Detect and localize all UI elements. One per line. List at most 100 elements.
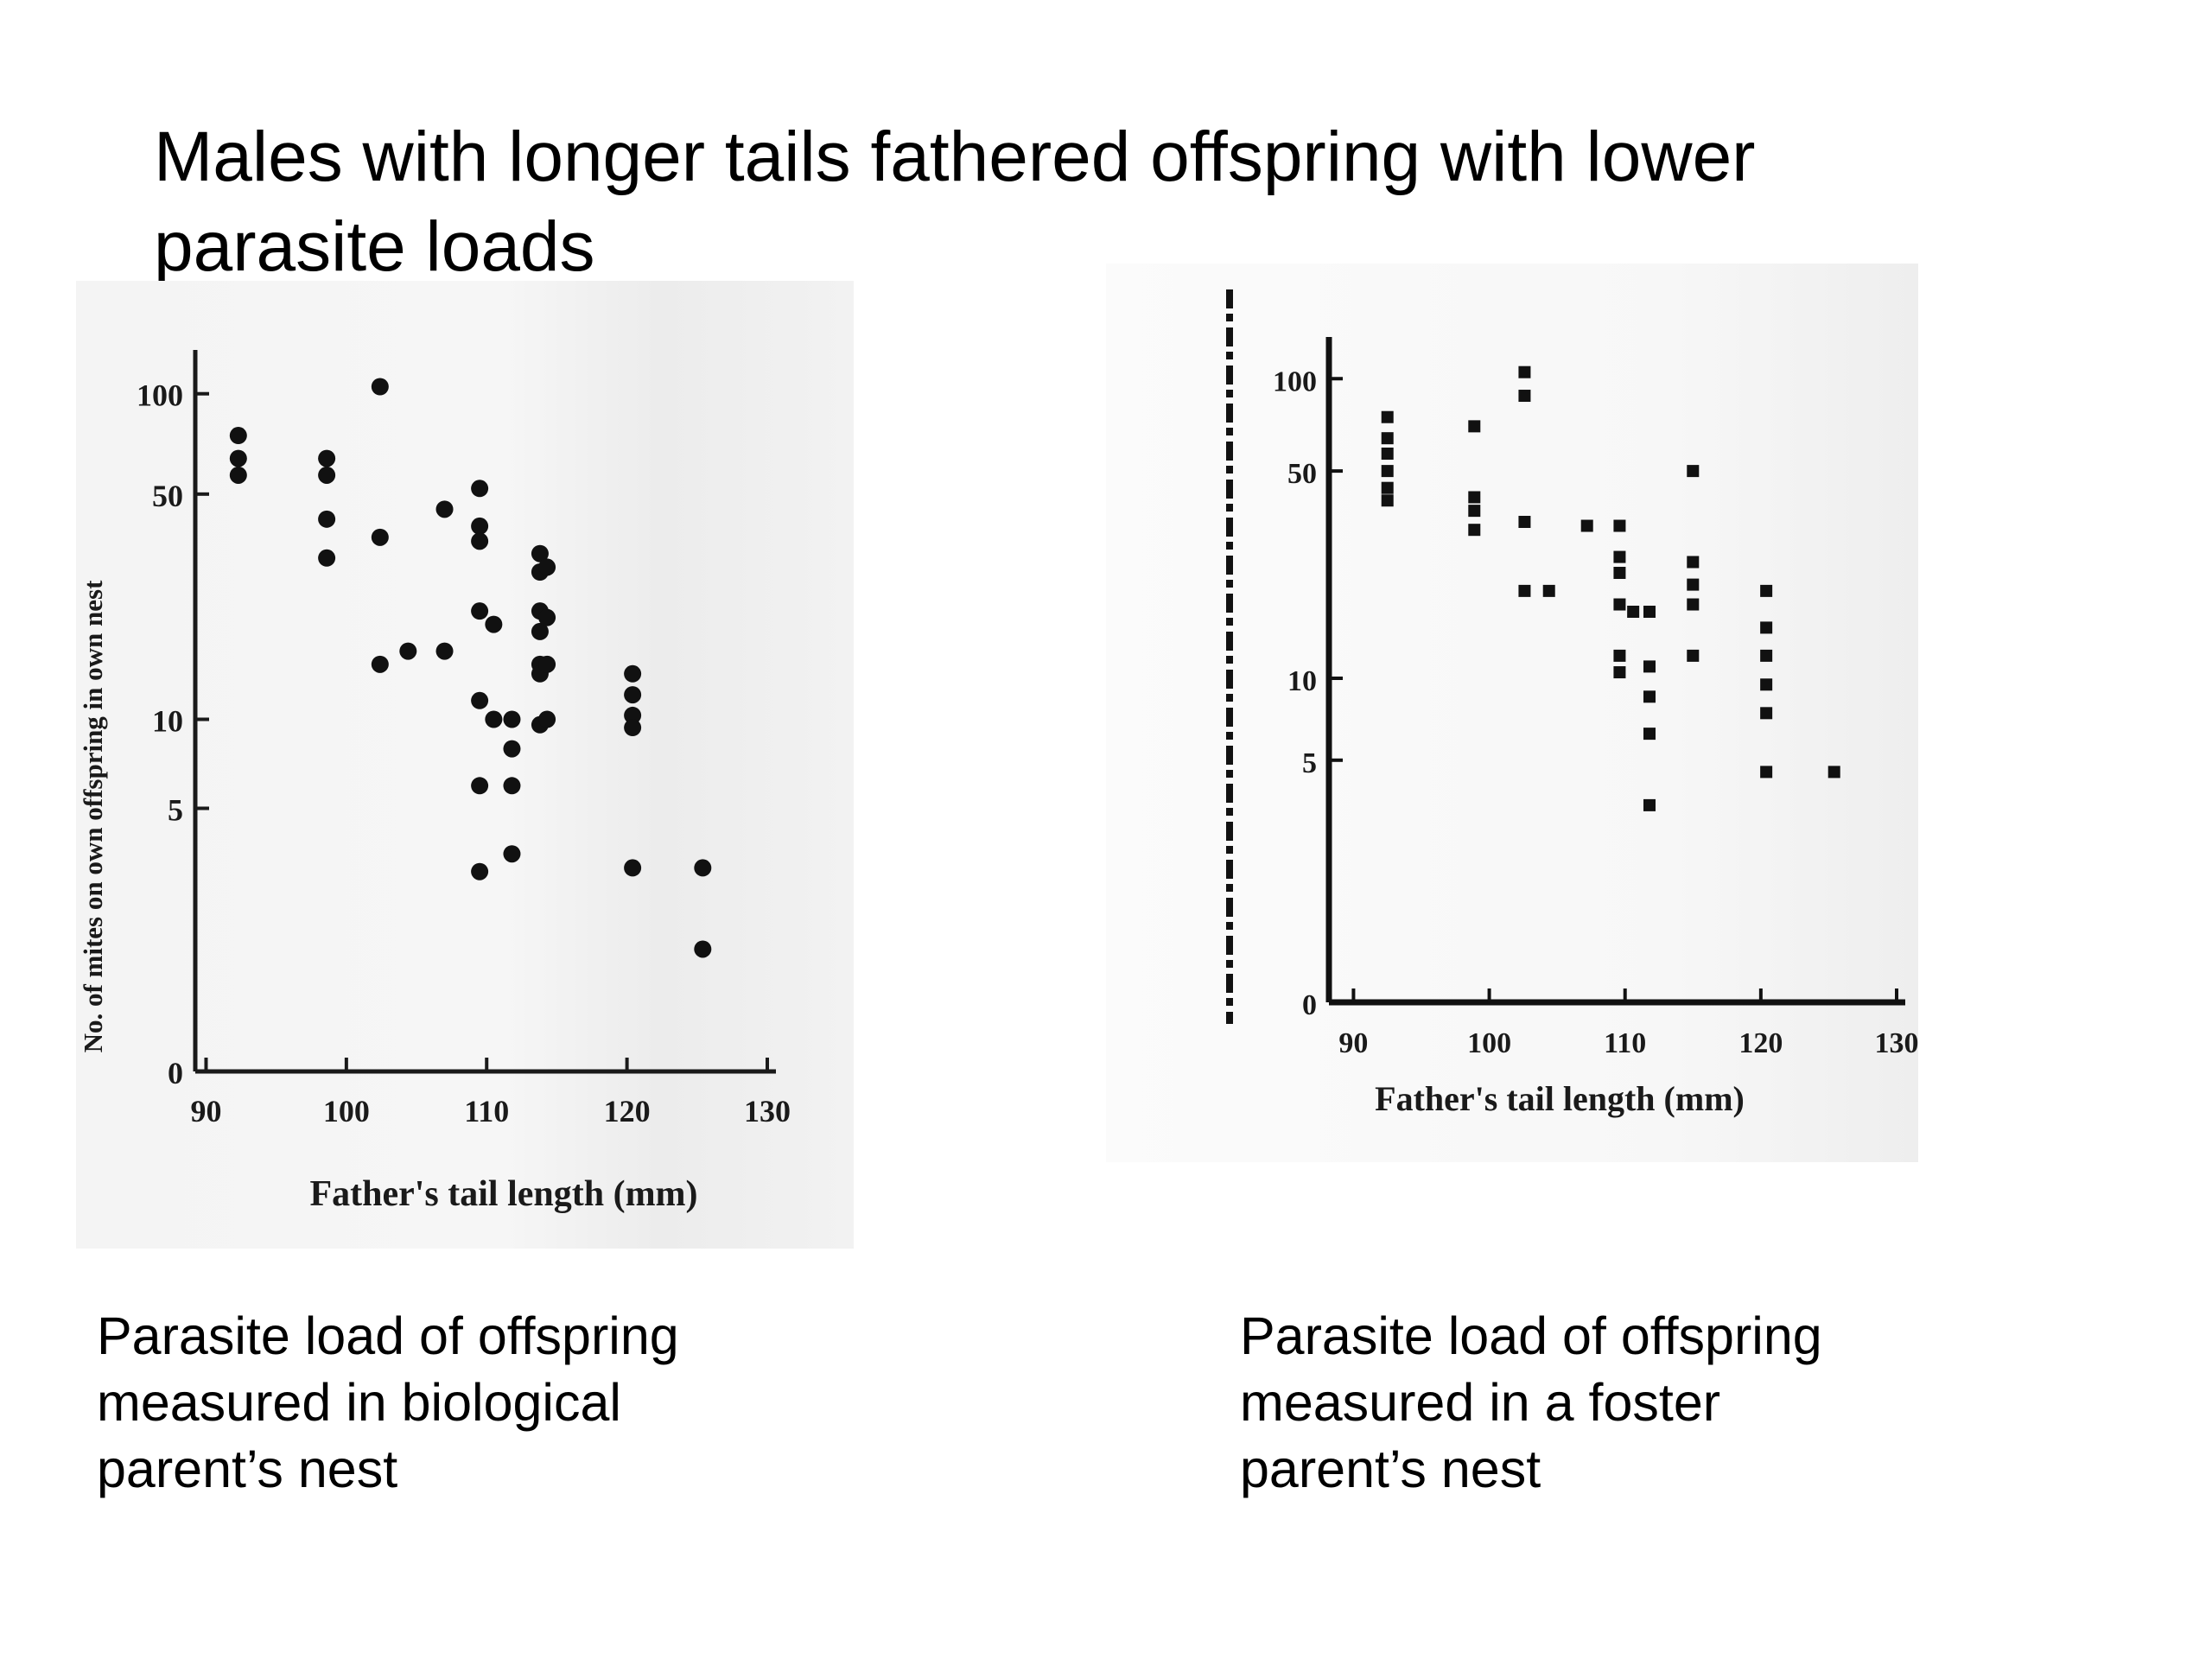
x-tick-label: 110 (464, 1094, 509, 1128)
data-point (471, 532, 489, 550)
data-point (1518, 515, 1531, 528)
data-point (318, 549, 336, 567)
data-point (624, 706, 642, 724)
data-point (1627, 605, 1640, 618)
data-point (1643, 798, 1656, 811)
data-point (624, 859, 642, 877)
data-point (503, 740, 521, 758)
data-point (538, 608, 556, 626)
x-tick-label: 120 (1738, 1027, 1783, 1059)
data-point (485, 615, 503, 633)
data-point (485, 710, 503, 728)
data-point (1827, 766, 1840, 779)
data-point (531, 622, 549, 640)
data-point (1613, 666, 1626, 679)
data-point (1643, 660, 1656, 673)
data-point (435, 500, 454, 518)
data-point (503, 710, 521, 728)
x-tick-label: 100 (323, 1094, 370, 1128)
data-point (471, 862, 489, 880)
data-point (1643, 728, 1656, 741)
y-tick-label: 100 (137, 378, 183, 413)
data-point (1760, 678, 1773, 691)
data-point (1381, 447, 1394, 460)
data-point (229, 427, 247, 445)
x-tick-label: 130 (1875, 1027, 1919, 1059)
data-point (1687, 556, 1700, 569)
scatter-chart-foster-nest: 90 100 110 120 130 0 5 10 50 100 Father's tail le… (1106, 264, 1918, 1162)
chart-axes: 90 100 110 120 130 0 5 10 50 100 (137, 350, 791, 1128)
x-axis-label: Father's tail length (mm) (1375, 1079, 1745, 1118)
data-point (1613, 550, 1626, 563)
data-point (471, 691, 489, 709)
x-tick-label: 110 (1604, 1027, 1646, 1059)
scatter-chart-biological-nest: 90 100 110 120 130 0 5 10 50 100 Father's tail le… (76, 281, 854, 1249)
data-point (318, 449, 336, 467)
data-point (624, 686, 642, 704)
data-point (1613, 519, 1626, 532)
data-point (1518, 390, 1531, 403)
data-point (1468, 420, 1481, 433)
y-tick-label: 5 (1302, 747, 1317, 779)
data-point (1468, 505, 1481, 518)
data-point (1518, 584, 1531, 597)
data-point (1381, 410, 1394, 423)
y-axis-label: No. of mites on own offspring in own nes… (78, 580, 108, 1053)
data-point (471, 480, 489, 498)
data-point (399, 642, 417, 660)
data-point (531, 544, 549, 563)
chart-axes: 90 100 110 120 130 0 5 10 50 100 (1273, 337, 1918, 1059)
data-point (1687, 578, 1700, 591)
chart-background (1106, 264, 1918, 1162)
chart-points (229, 378, 712, 958)
data-point (624, 664, 642, 683)
y-tick-label: 0 (1302, 989, 1317, 1021)
data-point (471, 602, 489, 620)
data-point (1643, 690, 1656, 703)
y-tick-label: 100 (1273, 365, 1317, 397)
y-tick-label: 10 (152, 704, 183, 739)
chart-background (76, 281, 854, 1249)
data-point (1468, 491, 1481, 504)
data-point (694, 859, 712, 877)
data-point (624, 719, 642, 737)
x-axis-label: Father's tail length (mm) (309, 1174, 697, 1214)
data-point (371, 655, 389, 673)
data-point (503, 777, 521, 795)
y-tick-label: 5 (168, 793, 183, 828)
data-point (229, 466, 247, 484)
data-point (503, 845, 521, 863)
y-tick-label: 10 (1287, 665, 1317, 697)
data-point (1760, 766, 1773, 779)
slide-title: Males with longer tails fathered offspri… (154, 118, 1756, 286)
data-point (1542, 584, 1555, 597)
chart-points (1381, 365, 1840, 811)
data-point (1381, 494, 1394, 507)
data-point (1518, 365, 1531, 378)
data-point (1687, 465, 1700, 478)
x-tick-label: 90 (1338, 1027, 1368, 1059)
data-point (1687, 649, 1700, 662)
data-point (371, 378, 389, 396)
data-point (1613, 566, 1626, 579)
data-point (371, 528, 389, 546)
y-tick-label: 0 (168, 1056, 183, 1090)
caption-foster-nest: Parasite load of offspring measured in a… (1240, 1306, 1822, 1498)
data-point (1760, 707, 1773, 720)
data-point (1760, 584, 1773, 597)
x-tick-label: 90 (190, 1094, 221, 1128)
x-tick-label: 120 (604, 1094, 651, 1128)
data-point (1468, 524, 1481, 537)
data-point (694, 940, 712, 958)
data-point (471, 517, 489, 535)
data-point (318, 466, 336, 484)
data-point (1580, 519, 1593, 532)
y-tick-label: 50 (152, 479, 183, 513)
data-point (538, 655, 556, 673)
data-point (1381, 432, 1394, 445)
data-point (1613, 598, 1626, 611)
data-point (1613, 649, 1626, 662)
x-tick-label: 100 (1467, 1027, 1511, 1059)
x-tick-label: 130 (744, 1094, 791, 1128)
y-tick-label: 50 (1287, 458, 1317, 490)
